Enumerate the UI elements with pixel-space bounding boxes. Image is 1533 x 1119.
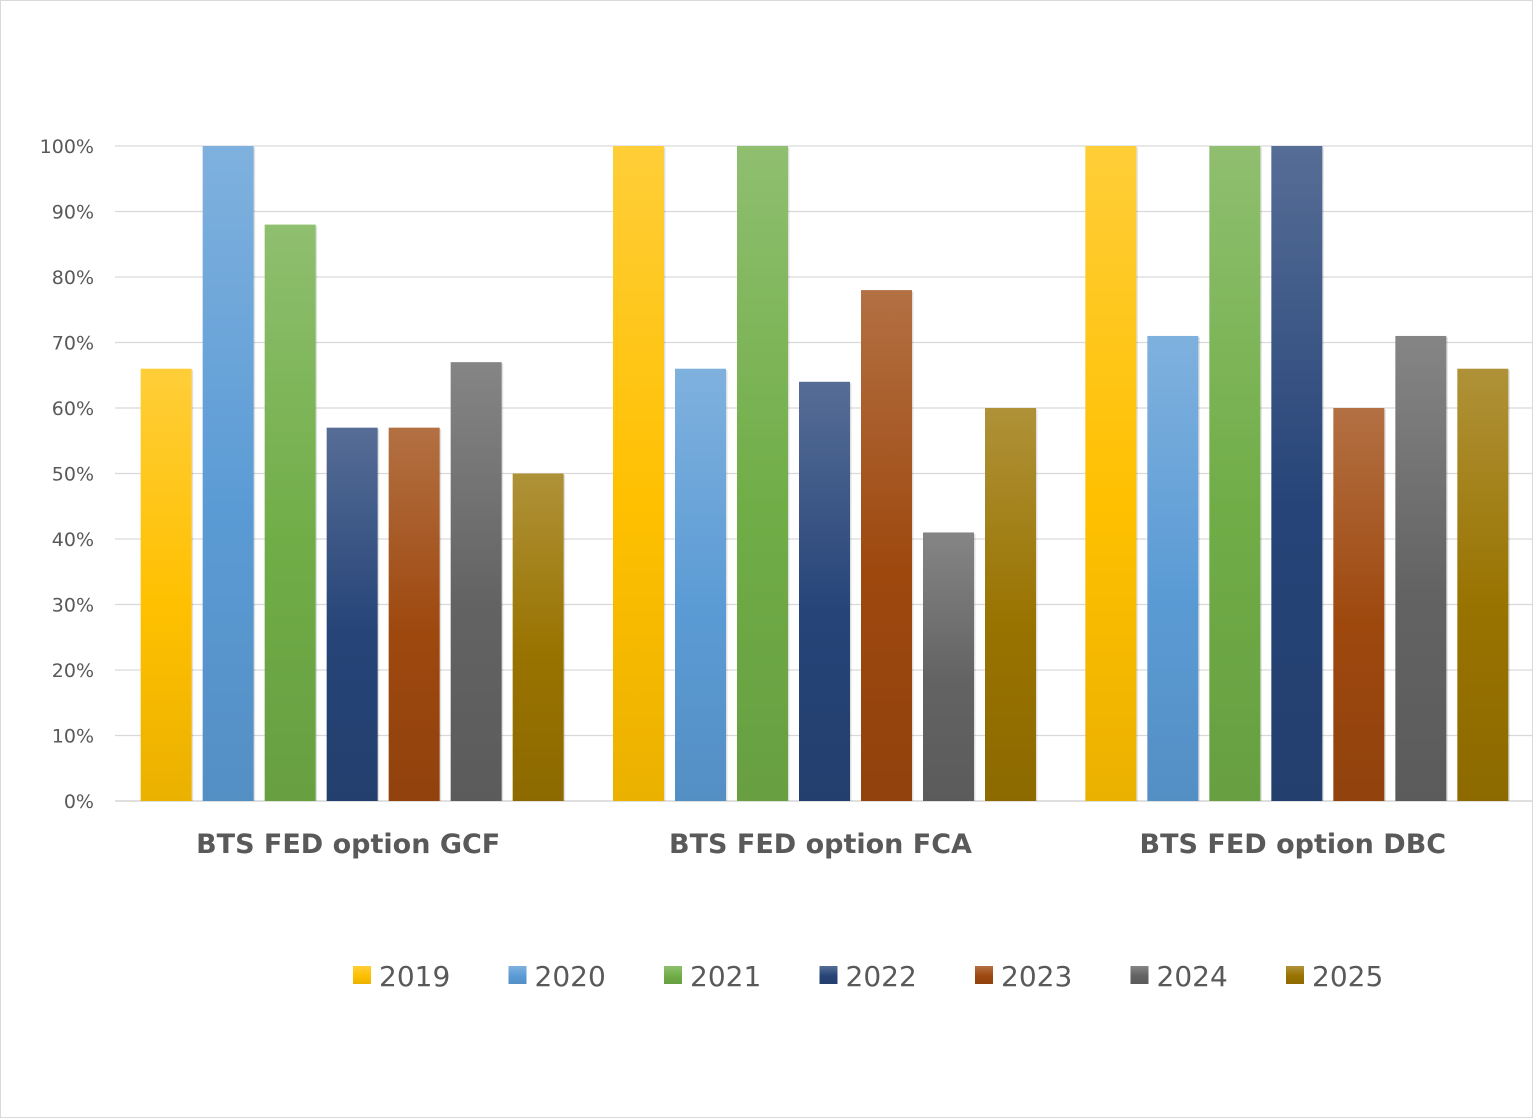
legend-swatch-2023 — [975, 966, 993, 984]
bar-2019-0 — [140, 368, 192, 801]
bar-2020-0 — [202, 146, 254, 801]
y-tick-label: 30% — [52, 595, 94, 617]
bar-2023-2 — [1333, 408, 1385, 801]
bar-2022-1 — [799, 381, 850, 801]
y-axis-tick-labels: 0% 10% 20% 30% 40% 50% 60% 70% 80% 90% 100% — [40, 136, 94, 813]
legend-swatch-2024 — [1130, 966, 1149, 984]
legend-label: 2025 — [1312, 960, 1383, 993]
legend-label: 2020 — [535, 960, 606, 993]
legend-label: 2019 — [379, 960, 450, 993]
y-tick-label: 50% — [52, 464, 94, 486]
y-tick-label: 80% — [52, 267, 94, 289]
legend-label: 2022 — [846, 960, 917, 993]
category-label: BTS FED option DBC — [1140, 829, 1447, 860]
bar-2019-2 — [1085, 146, 1137, 801]
category-label: BTS FED option FCA — [669, 829, 972, 860]
legend-swatch-2022 — [819, 966, 838, 984]
bar-2023-0 — [388, 427, 440, 801]
y-tick-label: 90% — [52, 202, 94, 224]
legend: 2019 2020 2021 2022 2023 2024 2025 — [353, 960, 1383, 993]
bar-2025-1 — [985, 408, 1036, 801]
bar-2021-0 — [264, 224, 316, 802]
bar-2019-1 — [613, 146, 664, 801]
legend-swatch-2021 — [664, 966, 682, 984]
bar-2024-0 — [450, 362, 502, 801]
legend-label: 2023 — [1001, 960, 1072, 993]
y-tick-label: 40% — [52, 529, 94, 551]
y-tick-label: 0% — [64, 791, 94, 813]
bar-2023-1 — [861, 290, 912, 801]
legend-swatch-2019 — [353, 966, 371, 984]
bar-2022-2 — [1271, 146, 1323, 801]
legend-swatch-2020 — [508, 966, 527, 984]
y-tick-label: 10% — [52, 726, 94, 748]
bar-2022-0 — [326, 427, 378, 801]
category-label: BTS FED option GCF — [196, 829, 500, 860]
bar-2020-1 — [675, 368, 726, 801]
y-tick-label: 20% — [52, 660, 94, 682]
bar-2024-1 — [923, 532, 974, 801]
legend-label: 2021 — [690, 960, 761, 993]
bar-2021-1 — [737, 146, 788, 801]
bar-2024-2 — [1395, 335, 1447, 801]
legend-swatch-2025 — [1286, 966, 1304, 984]
category-labels: BTS FED option GCF BTS FED option FCA BTS … — [196, 829, 1446, 860]
bar-2020-2 — [1147, 335, 1199, 801]
y-tick-label: 100% — [40, 136, 94, 158]
y-tick-label: 70% — [52, 333, 94, 355]
legend-label: 2024 — [1157, 960, 1228, 993]
bar-2025-0 — [512, 473, 564, 801]
bars — [140, 146, 1510, 802]
bar-2025-2 — [1457, 368, 1509, 801]
bar-2021-2 — [1209, 146, 1261, 801]
y-tick-label: 60% — [52, 398, 94, 420]
